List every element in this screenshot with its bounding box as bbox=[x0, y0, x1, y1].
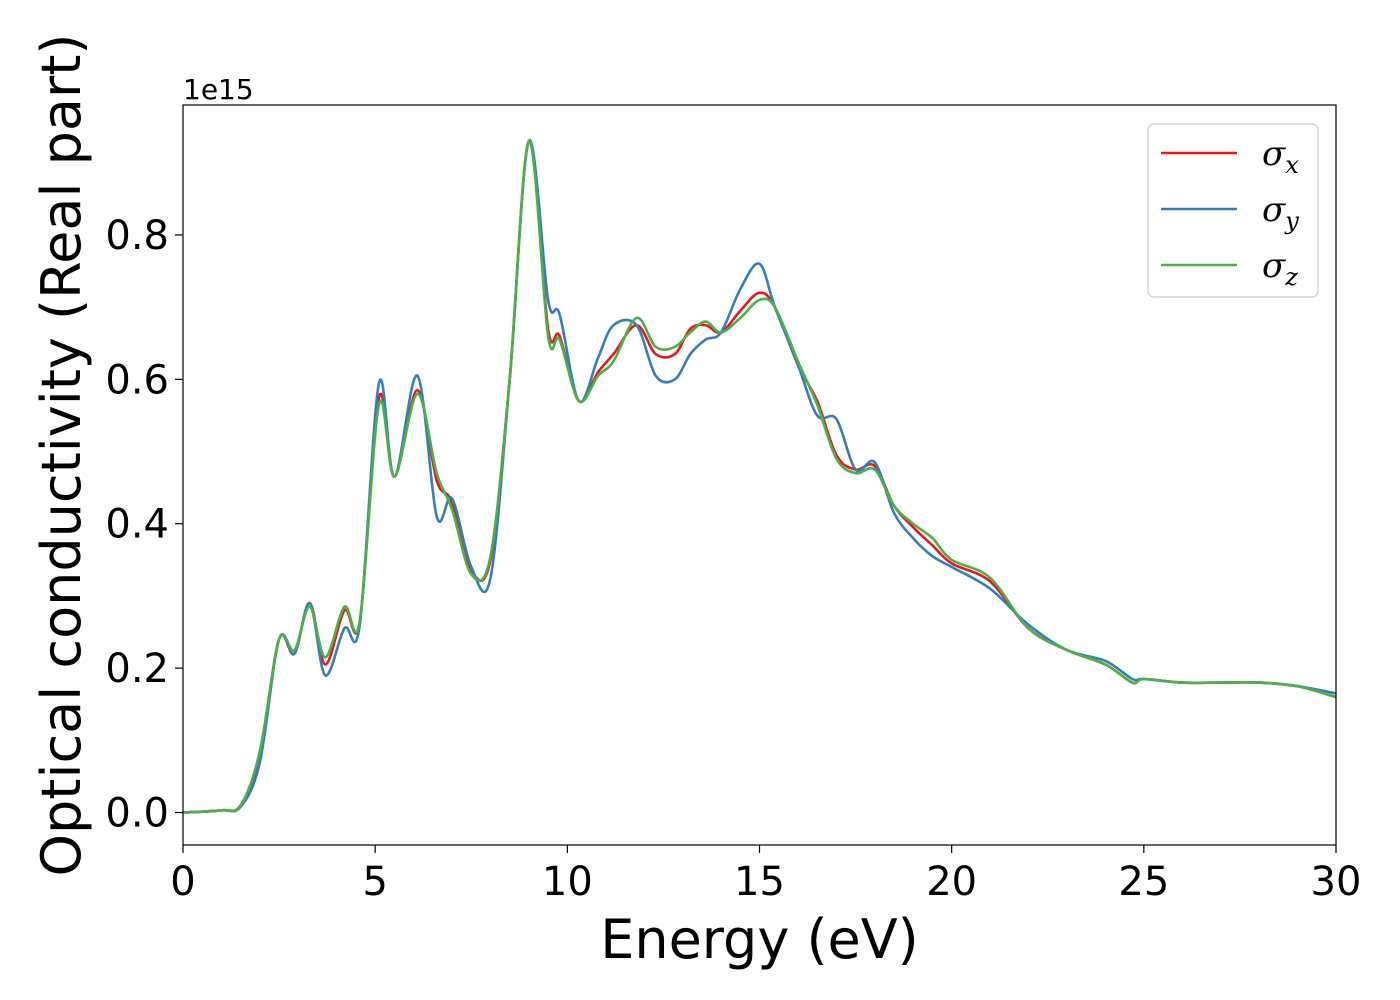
legend-label-subscript: x bbox=[1285, 151, 1299, 179]
x-axis: 0 5 10 15 20 25 30 bbox=[170, 845, 1361, 905]
x-tick-label: 30 bbox=[1311, 859, 1362, 905]
x-tick-label: 10 bbox=[542, 859, 593, 905]
x-tick-label: 5 bbox=[362, 859, 387, 905]
y-offset-label: 1e15 bbox=[183, 73, 254, 106]
y-tick-label: 0.8 bbox=[105, 213, 169, 259]
legend-label-z: σz bbox=[1262, 246, 1298, 291]
legend-label-base: σ bbox=[1262, 246, 1286, 286]
y-axis-title: Optical conductivity (Real part) bbox=[30, 34, 93, 877]
x-tick-label: 0 bbox=[170, 859, 195, 905]
x-tick-label: 25 bbox=[1118, 859, 1169, 905]
legend-label-base: σ bbox=[1262, 134, 1286, 174]
x-tick-label: 20 bbox=[926, 859, 977, 905]
series-layer bbox=[183, 139, 1336, 814]
legend-label-subscript: z bbox=[1284, 263, 1298, 291]
x-axis-title: Energy (eV) bbox=[600, 908, 919, 971]
y-tick-label: 0.6 bbox=[105, 357, 169, 403]
legend-label-y: σy bbox=[1262, 190, 1299, 235]
legend-box bbox=[1147, 123, 1319, 298]
y-tick-label: 0.2 bbox=[105, 646, 169, 692]
y-axis: 0.0 0.2 0.4 0.6 0.8 bbox=[105, 213, 183, 837]
x-tick-label: 15 bbox=[734, 859, 785, 905]
y-tick-label: 0.0 bbox=[105, 791, 169, 837]
y-tick-label: 0.4 bbox=[105, 502, 169, 548]
legend-label-base: σ bbox=[1262, 190, 1286, 230]
series-line-y bbox=[183, 139, 1336, 814]
legend-label-subscript: y bbox=[1284, 207, 1299, 235]
series-line-z bbox=[183, 139, 1336, 814]
legend-label-x: σx bbox=[1262, 134, 1299, 179]
